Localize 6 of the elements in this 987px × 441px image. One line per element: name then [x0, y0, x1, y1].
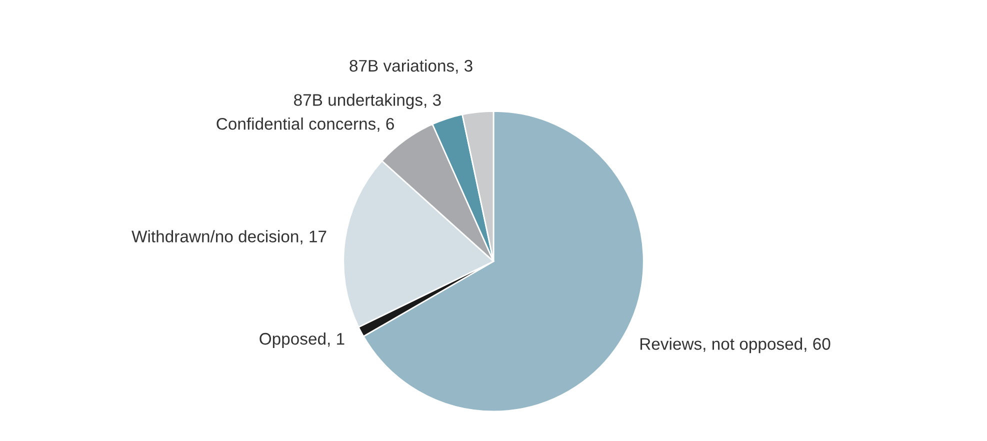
- slice-label: 87B variations, 3: [350, 59, 472, 74]
- slice-label: Opposed, 1: [260, 332, 344, 348]
- slice-label: Confidential concerns, 6: [216, 118, 394, 132]
- slice-label: Reviews, not opposed, 60: [640, 338, 830, 354]
- slice-label: 87B undertakings, 3: [294, 94, 441, 110]
- slice-label: Withdrawn/no decision, 17: [132, 230, 326, 244]
